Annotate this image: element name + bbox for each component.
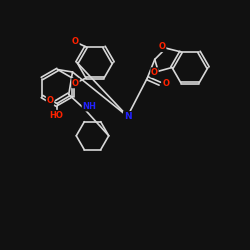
Text: N: N bbox=[124, 112, 131, 121]
Text: NH: NH bbox=[82, 102, 96, 111]
Text: HO: HO bbox=[49, 110, 63, 120]
Text: O: O bbox=[159, 42, 166, 51]
Text: O: O bbox=[151, 68, 158, 77]
Text: O: O bbox=[72, 38, 79, 46]
Text: O: O bbox=[162, 79, 170, 88]
Text: O: O bbox=[46, 96, 54, 105]
Text: O: O bbox=[72, 78, 79, 88]
